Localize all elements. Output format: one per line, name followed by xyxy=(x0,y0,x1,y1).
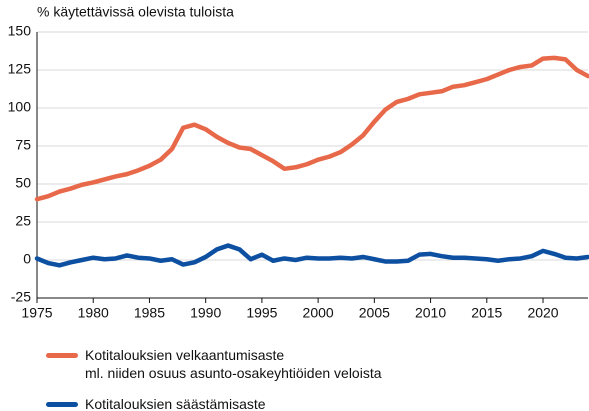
x-tick-label: 2020 xyxy=(527,305,558,321)
x-tick-label: 1985 xyxy=(134,305,165,321)
x-tick-label: 2000 xyxy=(303,305,334,321)
x-tick-label: 2015 xyxy=(471,305,502,321)
chart: % käytettävissä olevista tuloista -25 0 25… xyxy=(8,4,589,321)
legend-swatch xyxy=(46,402,78,407)
x-tick-label: 2010 xyxy=(415,305,446,321)
legend-label: Kotitalouksien velkaantumisaste ml. niid… xyxy=(85,347,382,381)
legend-label: Kotitalouksien säästämisaste xyxy=(85,396,266,411)
legend-swatch xyxy=(46,353,78,358)
series-line xyxy=(34,55,589,202)
y-tick-label: 75 xyxy=(15,137,31,153)
x-tick-label: 2005 xyxy=(359,305,390,321)
x-tick-label: 1975 xyxy=(21,305,52,321)
y-tick-label: 100 xyxy=(8,99,32,115)
y-tick-label: -25 xyxy=(11,289,31,305)
y-axis-label: % käytettävissä olevista tuloista xyxy=(37,4,234,20)
y-tick-label: 150 xyxy=(8,23,32,39)
y-tick-label: 0 xyxy=(23,251,31,267)
y-tick-label: 50 xyxy=(15,175,31,191)
y-tick-label: 25 xyxy=(15,213,31,229)
y-tick-label: 125 xyxy=(8,61,32,77)
x-tick-label: 1980 xyxy=(78,305,109,321)
series-line xyxy=(34,243,589,268)
x-tick-label: 1995 xyxy=(246,305,277,321)
x-tick-label: 1990 xyxy=(190,305,221,321)
